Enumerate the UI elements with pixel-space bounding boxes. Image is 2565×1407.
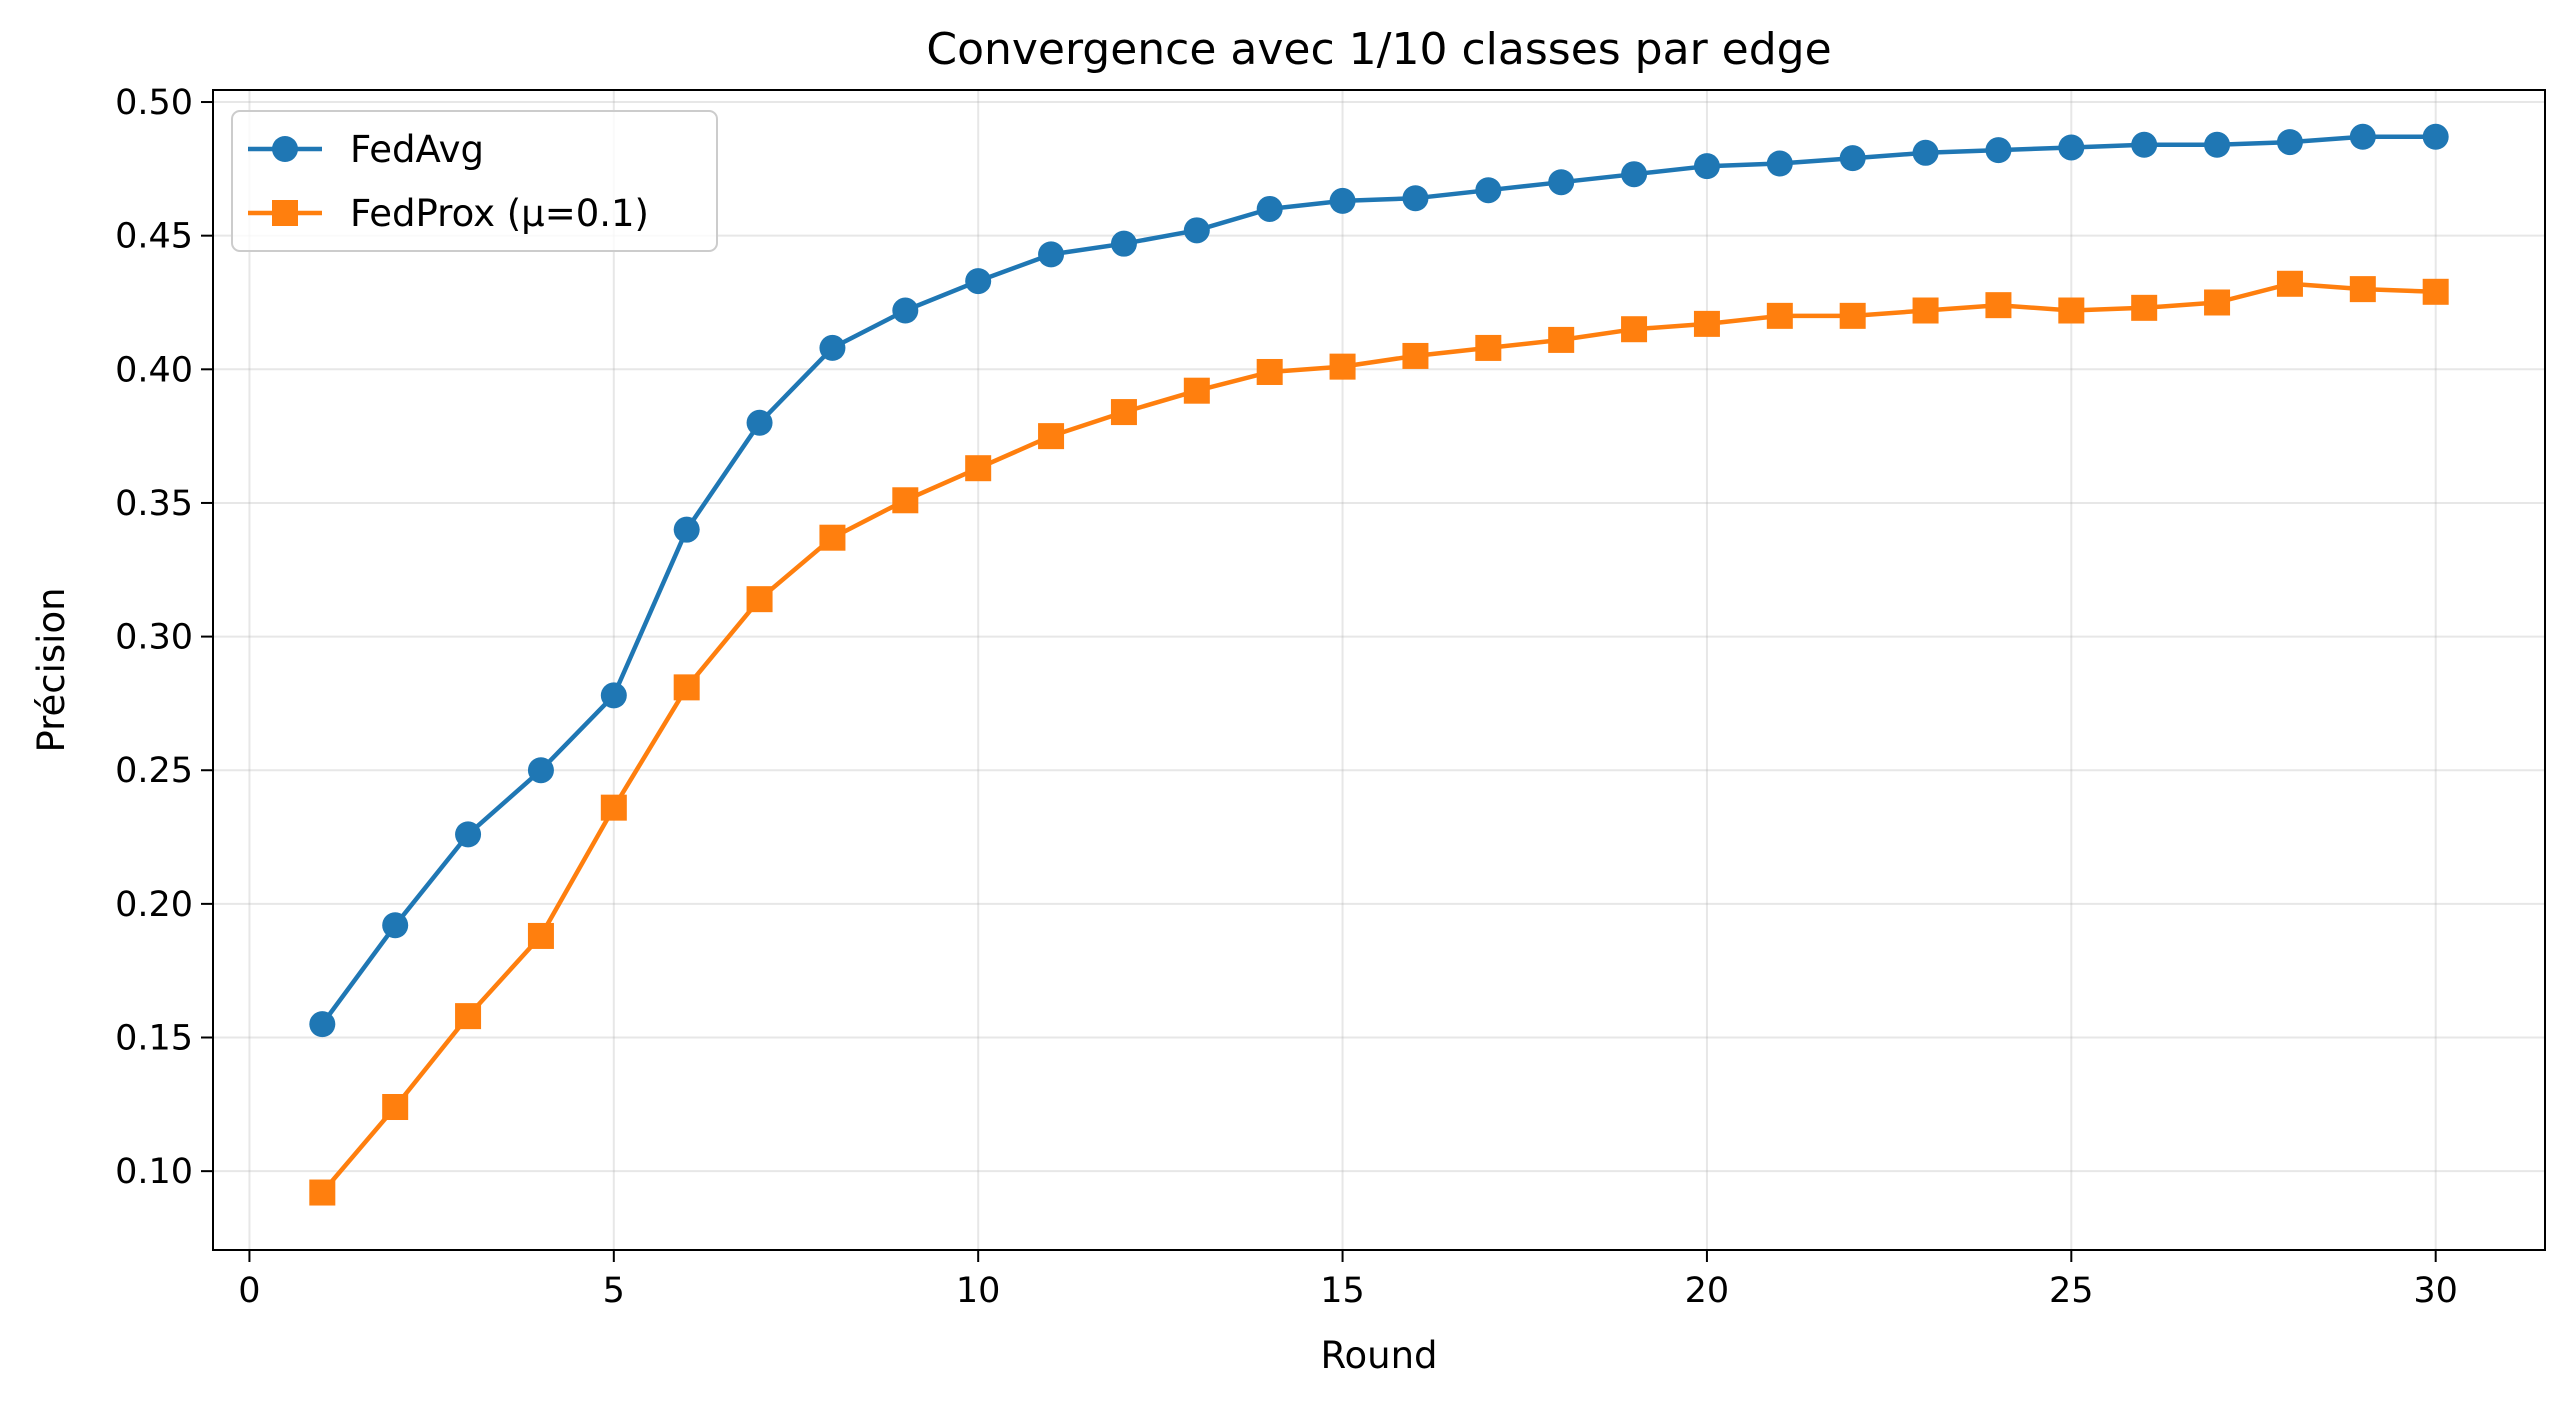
data-point [1256, 358, 1283, 385]
data-point [892, 297, 919, 324]
data-point [1038, 241, 1065, 268]
data-point [1038, 423, 1065, 450]
data-point [1693, 310, 1720, 337]
data-point [1475, 177, 1502, 204]
data-point [2349, 123, 2376, 150]
data-point [1329, 187, 1356, 214]
data-point [455, 821, 482, 848]
data-point [965, 268, 992, 295]
data-point [527, 757, 554, 784]
data-point [1839, 145, 1866, 172]
data-point [819, 334, 846, 361]
data-point [1621, 161, 1648, 188]
data-point [819, 524, 846, 551]
data-point [2349, 276, 2376, 303]
data-point [746, 409, 773, 436]
data-point [309, 1179, 336, 1206]
y-tick-label: 0.40 [115, 350, 193, 390]
x-axis-ticks: 0 5 10 15 20 25 30 [238, 1250, 2458, 1311]
data-point [2131, 294, 2158, 321]
data-point [382, 1094, 409, 1121]
data-point [1693, 153, 1720, 180]
data-point [965, 455, 992, 482]
data-point [673, 516, 700, 543]
legend: FedAvg FedProx (μ=0.1) [231, 110, 718, 252]
y-tick-label: 0.50 [115, 83, 193, 123]
data-point [1183, 377, 1210, 404]
data-point [527, 922, 554, 949]
legend-entry-label: FedAvg [350, 128, 484, 171]
x-tick-label: 30 [2413, 1271, 2458, 1311]
legend-entry-label: FedProx (μ=0.1) [350, 192, 649, 235]
legend-marker [272, 200, 298, 226]
data-point [1110, 230, 1137, 257]
data-point [1912, 139, 1939, 166]
legend-marker [272, 136, 298, 162]
y-tick-label: 0.25 [115, 751, 193, 791]
chart-title: Convergence avec 1/10 classes par edge [926, 24, 1831, 75]
x-tick-label: 20 [1685, 1271, 1730, 1311]
y-tick-label: 0.10 [115, 1152, 193, 1192]
data-point [2204, 131, 2231, 158]
x-axis-label: Round [1320, 1334, 1437, 1377]
data-point [2276, 270, 2303, 297]
y-axis-label: Précision [30, 587, 73, 752]
data-point [2422, 278, 2449, 305]
data-point [382, 912, 409, 939]
y-tick-label: 0.45 [115, 217, 193, 257]
data-point [1110, 399, 1137, 426]
data-point [1475, 334, 1502, 361]
x-tick-label: 5 [603, 1271, 625, 1311]
data-point [1329, 353, 1356, 380]
y-tick-label: 0.20 [115, 885, 193, 925]
data-point [1256, 195, 1283, 222]
data-point [1766, 302, 1793, 329]
data-point [600, 794, 627, 821]
data-point [600, 682, 627, 709]
x-tick-label: 10 [956, 1271, 1001, 1311]
series-markers [309, 123, 2449, 1206]
y-tick-label: 0.35 [115, 484, 193, 524]
data-point [1402, 185, 1429, 212]
data-point [2058, 134, 2085, 161]
data-point [892, 487, 919, 514]
data-point [455, 1003, 482, 1030]
data-point [1402, 342, 1429, 369]
data-point [2131, 131, 2158, 158]
data-point [1548, 326, 1575, 353]
data-point [1985, 137, 2012, 164]
data-point [746, 586, 773, 613]
x-tick-label: 15 [1320, 1271, 1365, 1311]
x-tick-label: 0 [238, 1271, 260, 1311]
data-point [309, 1011, 336, 1038]
y-axis-ticks: 0.10 0.15 0.20 0.25 0.30 0.35 0.40 0.45 0.50 [115, 83, 213, 1192]
legend-box [231, 110, 718, 252]
data-point [2422, 123, 2449, 150]
data-point [1912, 297, 1939, 324]
data-point [1621, 316, 1648, 343]
data-point [1183, 217, 1210, 244]
data-point [2058, 297, 2085, 324]
data-point [2204, 289, 2231, 316]
data-point [2276, 129, 2303, 156]
y-tick-label: 0.15 [115, 1019, 193, 1059]
data-point [1985, 292, 2012, 319]
data-point [1839, 302, 1866, 329]
y-tick-label: 0.30 [115, 618, 193, 658]
x-tick-label: 25 [2049, 1271, 2094, 1311]
plot-frame [212, 89, 2546, 1251]
data-point [1766, 150, 1793, 177]
data-point [673, 674, 700, 701]
data-point [1548, 169, 1575, 196]
